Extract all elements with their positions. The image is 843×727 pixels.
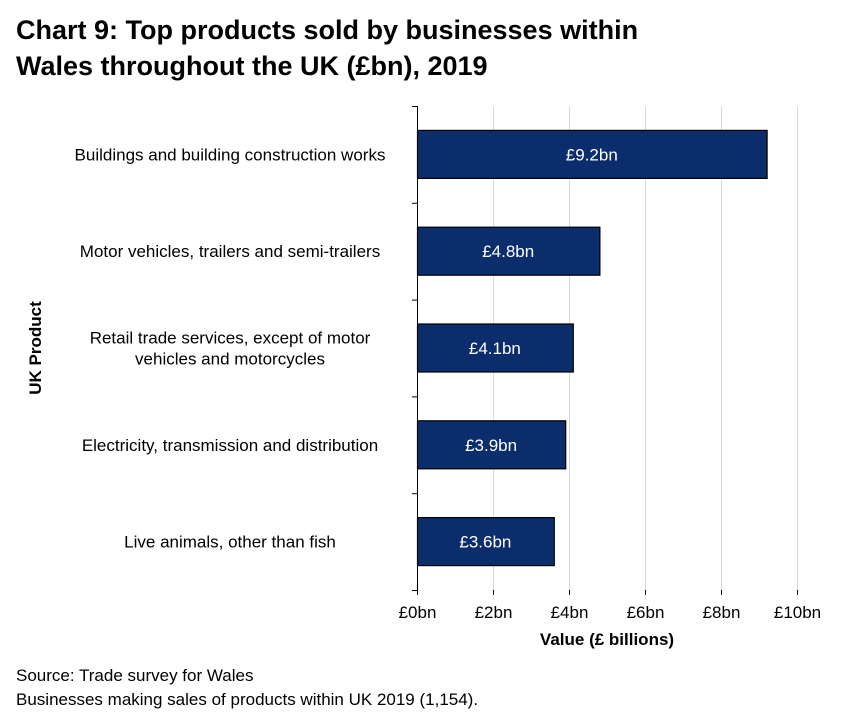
bar-4 [416,516,555,567]
y-axis-title: UK Product [26,301,45,395]
x-tick-label-1: £2bn [475,603,513,622]
chart-footer: Source: Trade survey for Wales Businesse… [16,664,478,712]
axes [412,106,798,595]
bar-0 [416,129,768,179]
chart-title-line-2: Wales throughout the UK (£bn), 2019 [16,51,488,81]
category-label-2-line-1: vehicles and motorcycles [135,350,325,369]
category-label-4-line-0: Live animals, other than fish [124,533,336,552]
category-label-0: Buildings and building construction work… [75,145,386,164]
x-tick-label-4: £8bn [703,603,741,622]
sample-note: Businesses making sales of products with… [16,690,479,709]
source-note: Source: Trade survey for Wales [16,666,254,685]
x-axis-title: Value (£ billions) [540,630,674,649]
x-tick-label-0: £0bn [399,603,437,622]
data-label-1: £4.8bn [482,242,534,261]
data-label-4: £3.6bn [459,533,511,552]
bar-chart: £9.2bn Buildings and building constructio… [26,106,821,649]
category-label-2-line-0: Retail trade services, except of motor [90,329,371,348]
category-label-1-line-0: Motor vehicles, trailers and semi-traile… [80,242,380,261]
x-tick-label-2: £4bn [551,603,589,622]
category-label-3-line-0: Electricity, transmission and distributi… [82,436,378,455]
data-label-0: £9.2bn [566,145,618,164]
category-label-3: Electricity, transmission and distributi… [82,436,378,455]
chart-title: Chart 9: Top products sold by businesses… [16,12,826,84]
category-label-0-line-0: Buildings and building construction work… [75,145,386,164]
x-tick-label-5: £10bn [774,603,821,622]
data-label-2: £4.1bn [469,339,521,358]
category-label-1: Motor vehicles, trailers and semi-traile… [80,242,380,261]
category-label-2: Retail trade services, except of motor ve… [90,329,371,369]
category-label-4: Live animals, other than fish [124,533,336,552]
labels: £9.2bn Buildings and building constructio… [26,145,821,649]
bar-3 [416,420,567,470]
x-tick-label-3: £6bn [627,603,665,622]
chart-title-line-1: Chart 9: Top products sold by businesses… [16,15,639,45]
data-label-3: £3.9bn [465,436,517,455]
bar-1 [416,226,601,276]
